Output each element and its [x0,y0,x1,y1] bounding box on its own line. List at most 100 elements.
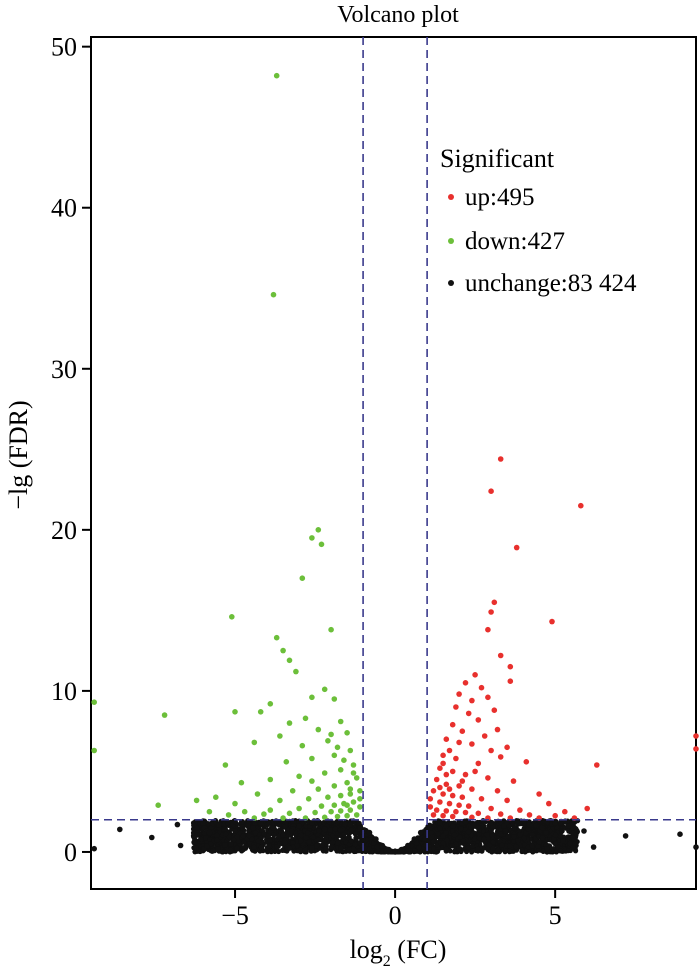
point-unchange [348,827,354,833]
point-unchange [429,834,435,840]
point-unchange [443,823,449,829]
point-unchange [536,839,543,845]
point-up [491,707,498,713]
point-down [299,742,306,749]
point-unchange [552,841,558,847]
point-unchange [488,820,494,826]
point-unchange [198,836,204,843]
point-unchange [194,832,200,838]
y-tick-label: 40 [51,194,77,223]
point-unchange [193,845,199,851]
point-unchange [398,846,405,853]
point-unchange [622,833,629,839]
point-up [443,736,450,742]
point-up [465,803,472,809]
point-unchange [581,828,587,834]
point-down [309,755,315,762]
points-down-layer [91,72,363,821]
point-unchange [215,846,221,852]
point-down [344,730,350,736]
point-unchange [422,836,428,842]
point-up [546,800,552,807]
point-unchange [437,825,443,831]
point-up [462,771,469,778]
legend-entry-unchange: unchange:83 424 [448,270,637,297]
point-unchange [447,848,453,854]
legend-label-unchange: unchange:83 424 [465,270,637,297]
point-up [488,609,494,615]
point-up [491,599,498,606]
point-unchange [352,831,358,837]
point-unchange [515,838,521,844]
point-unchange [290,840,296,846]
point-unchange [511,834,517,840]
point-unchange [430,838,437,845]
point-unchange [535,843,541,849]
point-down [318,541,325,548]
point-up [453,755,459,762]
point-unchange [342,821,348,827]
point-up [440,812,446,819]
point-up [536,791,542,797]
point-up [478,796,485,802]
point-unchange [463,833,470,840]
point-up [504,744,510,751]
point-down [328,626,334,633]
point-down [257,709,264,715]
point-unchange [567,840,573,847]
point-unchange [319,842,326,848]
point-up [459,778,466,784]
point-down [325,794,331,800]
point-unchange [246,832,252,839]
point-unchange [232,828,238,834]
point-unchange [552,832,559,838]
point-up [584,805,590,812]
point-up [507,678,514,684]
point-down [312,809,318,816]
point-unchange [529,843,535,849]
point-unchange [513,818,520,825]
point-unchange [191,839,197,845]
point-unchange [214,837,220,843]
point-down [206,808,213,815]
point-up [497,652,504,659]
point-unchange [252,820,258,826]
point-unchange [469,843,475,849]
point-up [459,794,466,800]
point-unchange [427,825,434,831]
point-unchange [332,826,338,832]
point-up [440,791,446,797]
point-unchange [475,846,481,852]
point-unchange [539,835,546,841]
point-down [241,808,248,815]
point-down [318,803,325,809]
point-up [485,775,491,781]
point-up [475,717,482,723]
point-down [325,738,331,744]
point-unchange [449,823,456,829]
point-down [296,805,302,812]
x-axis-label-sub: 2 [383,953,391,970]
point-up [478,684,485,691]
point-unchange [328,844,335,850]
point-unchange [366,846,373,852]
point-unchange [392,848,398,854]
point-unchange [374,844,380,850]
point-unchange [341,832,347,838]
point-down [331,783,338,789]
point-up [462,680,469,686]
point-unchange [309,820,315,826]
point-up [469,786,475,792]
point-unchange [279,847,286,854]
point-up [437,765,443,771]
point-unchange [497,831,504,837]
point-unchange [590,844,597,850]
point-unchange [521,835,527,842]
point-unchange [309,845,315,851]
point-unchange [316,828,322,834]
point-unchange [476,835,482,842]
point-down [225,812,232,818]
point-unchange [228,847,234,853]
point-down [267,776,274,783]
point-up [549,618,555,625]
